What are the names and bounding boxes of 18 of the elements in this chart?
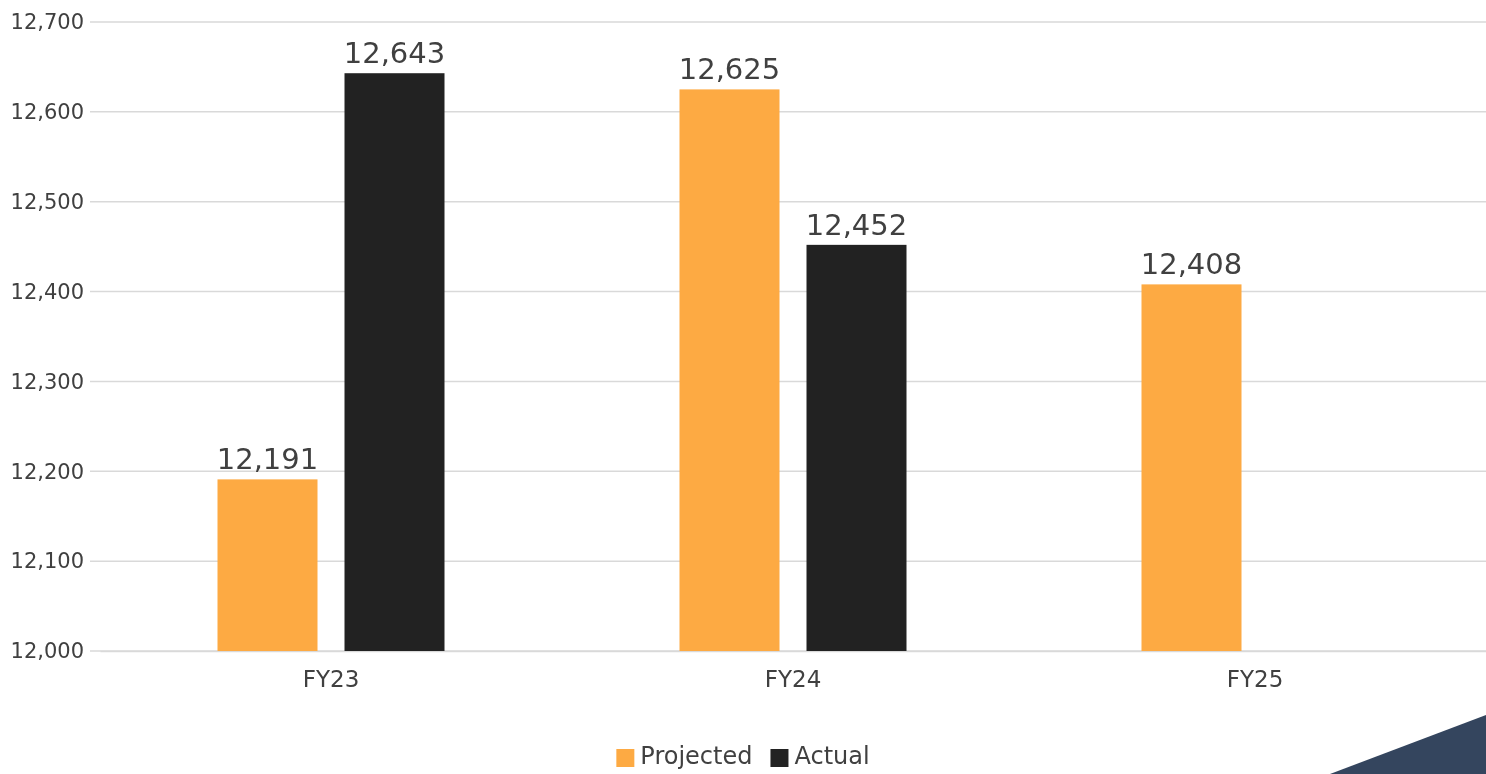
y-tick-label: 12,000 [10,639,84,664]
legend-label: Projected [640,742,753,770]
data-label: 12,452 [805,207,908,242]
data-label: 12,191 [216,442,319,477]
data-label: 12,625 [678,52,781,87]
x-tick-label: FY23 [302,666,360,693]
y-tick-label: 12,300 [10,369,84,394]
data-label: 12,643 [343,36,446,71]
y-tick-label: 12,500 [10,189,84,214]
data-label: 12,408 [1140,247,1243,282]
x-tick-label: FY25 [1226,666,1284,693]
x-tick-label: FY24 [764,666,822,693]
y-tick-label: 12,700 [10,10,84,35]
y-tick-label: 12,200 [10,459,84,484]
y-tick-label: 12,400 [10,279,84,304]
y-tick-label: 12,100 [10,549,84,574]
y-tick-label: 12,600 [10,100,84,125]
legend-label: Actual [794,742,870,770]
